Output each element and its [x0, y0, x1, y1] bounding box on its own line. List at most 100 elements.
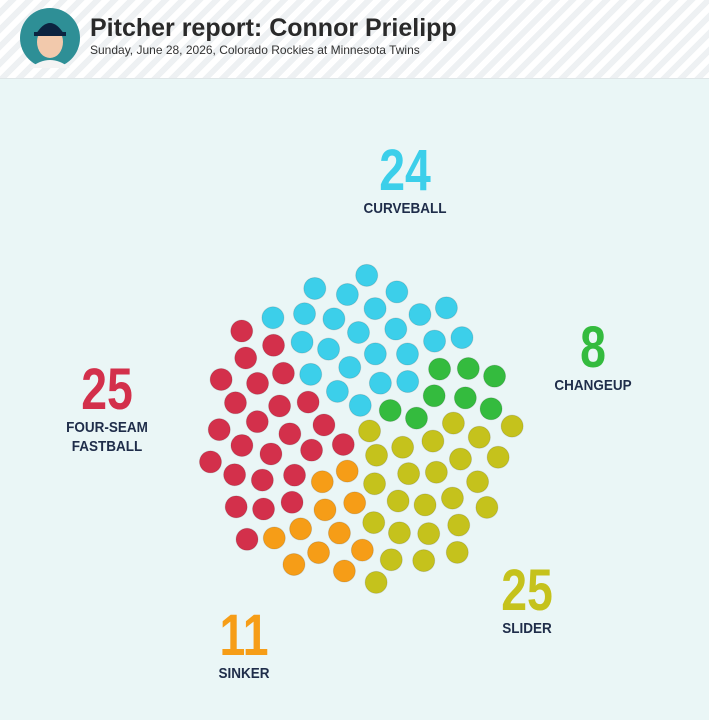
pitch-dot	[404, 406, 428, 430]
pitch-dot	[500, 414, 524, 438]
pitch-dot	[362, 511, 386, 535]
pitch-dot	[252, 497, 276, 521]
pitch-label: 25 SLIDER	[495, 558, 560, 638]
pitch-label: 25 FOUR-SEAM FASTBALL	[57, 361, 157, 456]
pitch-dot	[246, 371, 270, 395]
pitch-dot	[313, 498, 337, 522]
pitch-group	[358, 411, 524, 594]
pitch-dot	[312, 413, 336, 437]
pitch-dot	[262, 333, 286, 357]
pitch-dot	[282, 552, 306, 576]
pitch-dot	[355, 263, 379, 287]
header: Pitcher report: Connor Prielipp Sunday, …	[0, 0, 709, 79]
pitch-dot	[296, 390, 320, 414]
pitch-dot	[396, 370, 420, 394]
pitch-dot	[363, 472, 387, 496]
pitch-dot	[378, 398, 402, 422]
pitch-dot	[428, 357, 452, 381]
pitch-dot	[343, 491, 367, 515]
pitch-dot	[307, 541, 331, 565]
pitch-dot	[348, 393, 372, 417]
pitch-dot	[397, 462, 421, 486]
pitch-dot	[322, 307, 346, 331]
pitch-dot	[223, 391, 247, 415]
pitch-name: SLIDER	[502, 620, 552, 637]
pitch-dot	[475, 495, 499, 519]
pitch-label: 11 SINKER	[213, 603, 274, 683]
pitch-dot	[422, 384, 446, 408]
pitch-dot	[235, 527, 259, 551]
pitch-dot	[278, 422, 302, 446]
pitch-dot	[413, 493, 437, 517]
pitch-dot	[363, 297, 387, 321]
pitch-dot	[327, 521, 351, 545]
pitch-dot	[421, 429, 445, 453]
pitch-dot	[224, 495, 248, 519]
pitch-dot	[234, 346, 258, 370]
pitch-dot	[245, 410, 269, 434]
pitch-label: 24 CURVEBALL	[359, 138, 451, 218]
pitch-count: 11	[219, 603, 269, 668]
pitch-dot	[423, 329, 447, 353]
pitch-dot	[384, 317, 408, 341]
pitch-dot	[365, 443, 389, 467]
pitch-dot	[209, 367, 233, 391]
pitch-dot	[385, 280, 409, 304]
pitch-dot	[434, 296, 458, 320]
pitch-dot	[467, 425, 491, 449]
pitch-dot	[466, 470, 490, 494]
pitch-count: 25	[501, 558, 553, 623]
pitch-dot	[293, 302, 317, 326]
pitch-dot	[363, 342, 387, 366]
pitch-dot	[268, 394, 292, 418]
pitch-dot	[440, 486, 464, 510]
pitch-dot	[358, 419, 382, 443]
pitch-dot	[450, 326, 474, 350]
pitch-dot	[350, 538, 374, 562]
pitch-dot	[290, 330, 314, 354]
pitch-dot	[412, 549, 436, 573]
pitch-dot	[417, 522, 441, 546]
pitch-dot	[391, 435, 415, 459]
pitch-dot	[364, 570, 388, 594]
pitch-dot	[335, 459, 359, 483]
pitch-dot	[338, 355, 362, 379]
pitch-dot	[456, 357, 480, 381]
pitch-name: FOUR-SEAM FASTBALL	[66, 419, 148, 455]
pitch-dot	[207, 418, 231, 442]
pitch-dot	[332, 559, 356, 583]
pitch-dot	[483, 364, 507, 388]
pitch-dot	[386, 489, 410, 513]
pitch-dot	[300, 438, 324, 462]
pitch-dot	[424, 460, 448, 484]
avatar	[20, 8, 80, 68]
pitch-dot	[331, 432, 355, 456]
pitch-dot	[368, 371, 392, 395]
pitch-dot	[317, 337, 341, 361]
pitch-dot	[310, 470, 334, 494]
pitch-group	[261, 263, 474, 417]
chart-title: Pitcher report: Connor Prielipp	[90, 14, 457, 42]
pitch-group	[378, 357, 507, 430]
pitch-dot	[335, 283, 359, 307]
pitch-label: 8 CHANGEUP	[550, 319, 636, 395]
pitch-dot	[447, 513, 471, 537]
pitch-dot	[325, 379, 349, 403]
pitch-dot	[479, 397, 503, 421]
pitch-dot	[271, 361, 295, 385]
pitch-dot	[486, 445, 510, 469]
pitch-dot	[198, 450, 222, 474]
chart-subtitle: Sunday, June 28, 2026, Colorado Rockies …	[90, 43, 420, 57]
pitch-dot	[230, 433, 254, 457]
pitch-dot	[261, 306, 285, 330]
pitch-name: CURVEBALL	[363, 200, 447, 217]
pitch-count: 24	[379, 138, 431, 203]
pitch-dot	[262, 526, 286, 550]
pitch-dot	[379, 548, 403, 572]
pitch-dot	[259, 442, 283, 466]
pitch-dot	[448, 447, 472, 471]
pitch-name: CHANGEUP	[554, 377, 632, 394]
pitch-dot	[395, 342, 419, 366]
